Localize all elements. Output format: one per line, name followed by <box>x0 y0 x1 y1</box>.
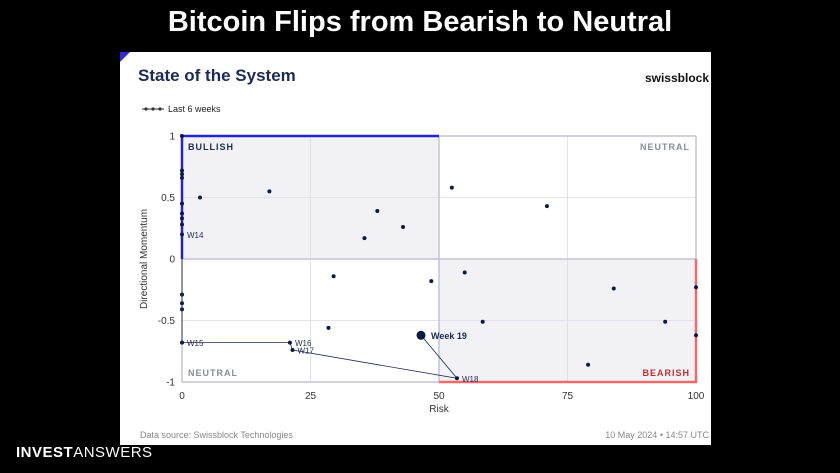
footer-brand: INVESTANSWERS <box>16 444 153 461</box>
data-point <box>401 225 406 230</box>
chart-title: State of the System <box>138 66 296 85</box>
trail-point <box>287 340 292 345</box>
data-point <box>180 172 184 177</box>
data-point <box>362 236 367 241</box>
data-point <box>180 222 184 227</box>
data-point <box>180 216 184 221</box>
data-point <box>429 279 434 284</box>
current-label: Week 19 <box>431 331 467 341</box>
data-point <box>544 204 549 209</box>
data-point <box>197 195 202 200</box>
quadrant-label: BULLISH <box>188 142 234 152</box>
data-point <box>611 286 616 291</box>
legend-line-icon <box>142 107 164 111</box>
data-point <box>462 270 467 275</box>
x-tick-label: 50 <box>433 391 445 402</box>
data-point <box>326 325 331 330</box>
trail-point <box>290 348 295 353</box>
data-point <box>180 168 184 173</box>
data-point <box>331 274 336 279</box>
quadrant-label: BEARISH <box>642 368 690 378</box>
x-tick-label: 0 <box>179 391 185 402</box>
trail-point <box>180 340 184 345</box>
scatter-plot: BULLISH NEUTRAL NEUTRAL BEARISH 0 25 50 75 100 1 0… <box>139 132 705 416</box>
data-point <box>449 185 454 190</box>
y-tick-label: 0 <box>169 255 175 266</box>
quadrant-label: NEUTRAL <box>640 142 690 152</box>
data-point <box>586 362 591 367</box>
data-point <box>663 319 668 324</box>
y-axis-label: Directional Momentum <box>139 209 150 309</box>
legend-label: Last 6 weeks <box>168 104 221 114</box>
data-point <box>694 285 698 290</box>
data-point <box>180 201 184 206</box>
corner-mark <box>120 52 130 62</box>
trail-label: W15 <box>187 339 204 348</box>
x-tick-label: 100 <box>688 391 705 402</box>
bearish-border <box>439 259 698 384</box>
data-point <box>694 333 698 338</box>
y-tick-label: 0.5 <box>161 193 175 204</box>
trail-label: W18 <box>462 375 479 384</box>
data-point <box>375 209 380 214</box>
data-point <box>267 189 272 194</box>
y-tick-label: 1 <box>169 132 175 143</box>
data-point <box>180 134 184 138</box>
timestamp: 10 May 2024 • 14:57 UTC <box>605 430 709 440</box>
data-point <box>480 319 485 324</box>
y-tick-label: -0.5 <box>158 316 176 327</box>
trail-label: W16 <box>295 339 312 348</box>
brand-logo: swissblock <box>644 71 709 85</box>
x-tick-label: 25 <box>305 391 317 402</box>
data-point <box>180 211 184 216</box>
data-point <box>180 175 184 180</box>
trail-point <box>454 376 459 381</box>
legend: Last 6 weeks <box>142 104 221 114</box>
trail-label: W14 <box>187 231 204 240</box>
footer-brand-light: ANSWERS <box>73 444 153 461</box>
trail-point <box>180 232 184 237</box>
chart-card: State of the System swissblock Last 6 we… <box>120 52 711 445</box>
headline: Bitcoin Flips from Bearish to Neutral <box>167 6 673 38</box>
y-tick-label: -1 <box>166 378 175 389</box>
x-tick-label: 75 <box>562 391 574 402</box>
current-point <box>416 330 426 340</box>
quadrant-label: NEUTRAL <box>188 368 238 378</box>
footer-brand-bold: INVEST <box>16 444 74 461</box>
data-source: Data source: Swissblock Technologies <box>140 430 293 440</box>
trail-line <box>181 234 458 379</box>
trail-label: W17 <box>298 347 315 356</box>
x-axis-label: Risk <box>429 404 449 415</box>
